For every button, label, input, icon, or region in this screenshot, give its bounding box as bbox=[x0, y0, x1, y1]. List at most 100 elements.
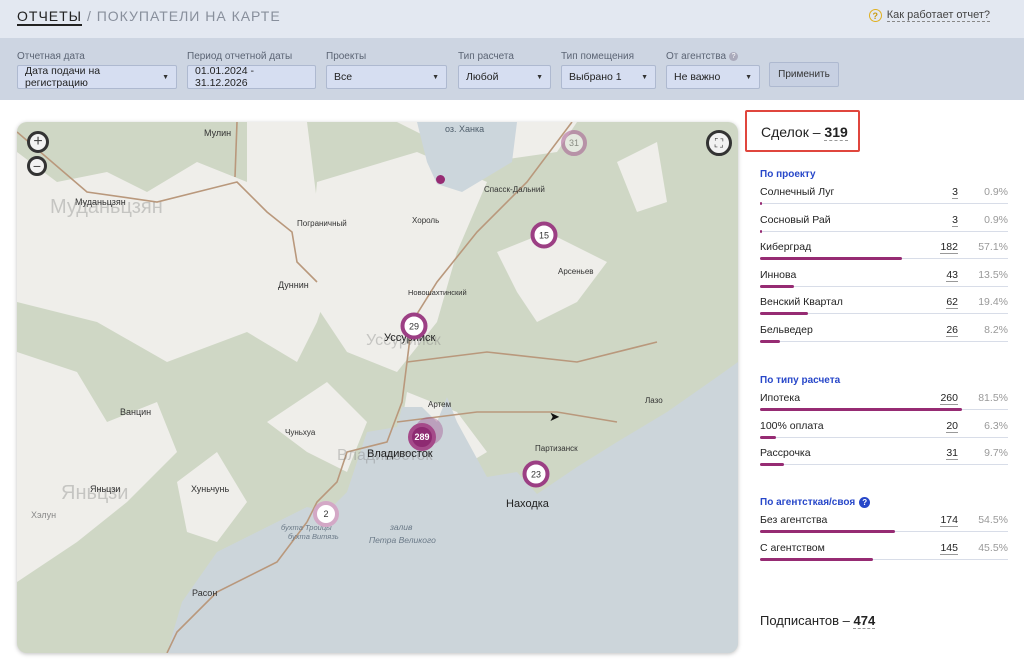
fullscreen-button[interactable]: ⛶ bbox=[706, 130, 732, 156]
cluster-marker[interactable]: 2 bbox=[313, 501, 339, 527]
row-count[interactable]: 43 bbox=[946, 268, 958, 282]
bar-fill bbox=[760, 284, 794, 288]
map-label: залив bbox=[390, 522, 413, 532]
page-title: ПОКУПАТЕЛИ НА КАРТЕ bbox=[96, 8, 281, 24]
map-label: Муданьцзян bbox=[50, 196, 163, 218]
row-percent: 9.7% bbox=[984, 447, 1008, 459]
breakdown-row: Киберград 182 57.1% bbox=[760, 241, 1008, 269]
row-name: Рассрочка bbox=[760, 447, 811, 459]
map-label: Хороль bbox=[412, 216, 440, 225]
row-count[interactable]: 31 bbox=[946, 447, 958, 460]
map-point-marker[interactable] bbox=[436, 175, 445, 184]
bar-track bbox=[760, 464, 1008, 465]
bar-fill bbox=[760, 202, 763, 205]
cluster-marker[interactable]: 23 bbox=[522, 460, 550, 488]
breakdown-row: Солнечный Луг 3 0.9% bbox=[760, 186, 1008, 214]
row-count[interactable]: 3 bbox=[952, 213, 958, 227]
breakdown-row: С агентством 145 45.5% bbox=[760, 542, 1008, 570]
filter-select[interactable]: Не важно ▼ bbox=[666, 65, 760, 89]
bar-fill bbox=[760, 557, 873, 561]
breakdown-row: Ипотека 260 81.5% bbox=[760, 392, 1008, 420]
breakdown-row: Венский Квартал 62 19.4% bbox=[760, 296, 1008, 324]
row-count[interactable]: 26 bbox=[946, 323, 958, 337]
bar-track bbox=[760, 436, 1008, 438]
breadcrumb-reports-link[interactable]: ОТЧЕТЫ bbox=[17, 8, 83, 26]
filter-label-text: Проекты bbox=[326, 50, 367, 62]
filter-label-text: Тип расчета bbox=[458, 50, 514, 62]
row-count[interactable]: 182 bbox=[940, 241, 958, 254]
help-link[interactable]: ? Как работает отчет? bbox=[868, 9, 990, 22]
map-label: Хэлун bbox=[31, 510, 57, 520]
row-name: Солнечный Луг bbox=[760, 186, 835, 198]
cluster-marker[interactable]: 289 bbox=[408, 423, 436, 451]
bar-track bbox=[760, 230, 1008, 232]
row-name: 100% оплата bbox=[760, 419, 824, 432]
map-label: Дуннин bbox=[278, 280, 309, 290]
map-label: Арсеньев bbox=[558, 267, 594, 276]
filter-label: От агентства? bbox=[666, 50, 760, 62]
sea-of-japan bbox=[167, 362, 738, 653]
breakdown-row: Бельведер 26 8.2% bbox=[760, 324, 1008, 352]
filter-value: Дата подачи на регистрацию bbox=[25, 65, 101, 89]
bar-fill bbox=[760, 229, 763, 233]
filter-select[interactable]: Все ▼ bbox=[326, 65, 447, 89]
bar-track bbox=[760, 285, 1008, 287]
row-count[interactable]: 62 bbox=[946, 296, 958, 309]
breadcrumb-separator: / bbox=[82, 8, 97, 24]
mouse-cursor-icon: ➤ bbox=[549, 409, 560, 424]
map-label: Яньцзи bbox=[90, 484, 121, 494]
filter-select[interactable]: Дата подачи на регистрацию ▼ bbox=[17, 65, 177, 89]
bar-fill bbox=[760, 408, 963, 411]
filter-0: Отчетная дата Дата подачи на регистрацию… bbox=[17, 50, 177, 89]
map-label: Владивосток bbox=[367, 448, 433, 460]
cluster-marker[interactable]: 15 bbox=[530, 221, 558, 249]
cluster-marker[interactable]: 29 bbox=[400, 312, 428, 340]
section-title: По проекту bbox=[760, 169, 1008, 180]
row-count[interactable]: 174 bbox=[940, 514, 958, 527]
cluster-marker[interactable]: 31 bbox=[561, 130, 587, 156]
row-percent: 54.5% bbox=[978, 514, 1008, 526]
row-count[interactable]: 145 bbox=[940, 541, 958, 555]
row-percent: 81.5% bbox=[978, 392, 1008, 404]
map-label-lake-khanka: оз. Ханка bbox=[445, 124, 485, 134]
signers-label: Подписантов – bbox=[760, 613, 854, 628]
roads bbox=[17, 122, 658, 653]
filter-label: Период отчетной даты bbox=[187, 50, 316, 62]
map-label: Чуньхуа bbox=[285, 428, 316, 437]
map-tiles bbox=[17, 122, 738, 653]
section-title: По типу расчета bbox=[760, 375, 1008, 386]
help-icon[interactable]: ? bbox=[859, 497, 871, 508]
row-count[interactable]: 260 bbox=[940, 392, 958, 405]
deals-value[interactable]: 319 bbox=[824, 124, 848, 141]
apply-button[interactable]: Применить bbox=[769, 62, 839, 87]
filter-label: Тип расчета bbox=[458, 50, 551, 62]
breakdown-row: Без агентства 174 54.5% bbox=[760, 514, 1008, 542]
map-label: Муданьцзян bbox=[75, 197, 126, 207]
row-percent: 57.1% bbox=[978, 241, 1008, 253]
map-label: Новошахтинский bbox=[408, 288, 467, 297]
map[interactable]: + − ⛶ Муданьцзян Мулин Муданьцзян Погран… bbox=[17, 122, 738, 653]
filter-select[interactable]: Любой ▼ bbox=[458, 65, 551, 89]
zoom-out-button[interactable]: − bbox=[27, 156, 47, 176]
map-label: Спасск-Дальний bbox=[484, 185, 545, 194]
breakdown-row: Иннова 43 13.5% bbox=[760, 269, 1008, 297]
zoom-in-button[interactable]: + bbox=[27, 131, 49, 153]
map-label: Хуньчунь bbox=[191, 484, 230, 494]
bar-fill bbox=[760, 463, 785, 466]
bar-fill bbox=[760, 339, 781, 343]
bar-fill bbox=[760, 530, 896, 533]
signers-value[interactable]: 474 bbox=[853, 613, 876, 629]
question-icon: ? bbox=[868, 9, 882, 22]
row-name: Сосновый Рай bbox=[760, 213, 831, 226]
filter-select[interactable]: 01.01.2024 - 31.12.2026 bbox=[187, 65, 316, 89]
map-label: бухта Витязь bbox=[288, 532, 339, 541]
deals-label: Сделок – bbox=[761, 124, 825, 140]
row-count[interactable]: 20 bbox=[946, 419, 958, 433]
row-percent: 19.4% bbox=[978, 296, 1008, 308]
help-icon[interactable]: ? bbox=[729, 51, 739, 61]
deals-total: Сделок – 319 bbox=[745, 110, 860, 152]
filter-select[interactable]: Выбрано 1 ▼ bbox=[561, 65, 656, 89]
row-count[interactable]: 3 bbox=[952, 186, 958, 199]
breakdown-section: По типу расчета Ипотека 260 81.5% 100% о… bbox=[760, 375, 1008, 475]
filter-value: Все bbox=[334, 71, 353, 83]
